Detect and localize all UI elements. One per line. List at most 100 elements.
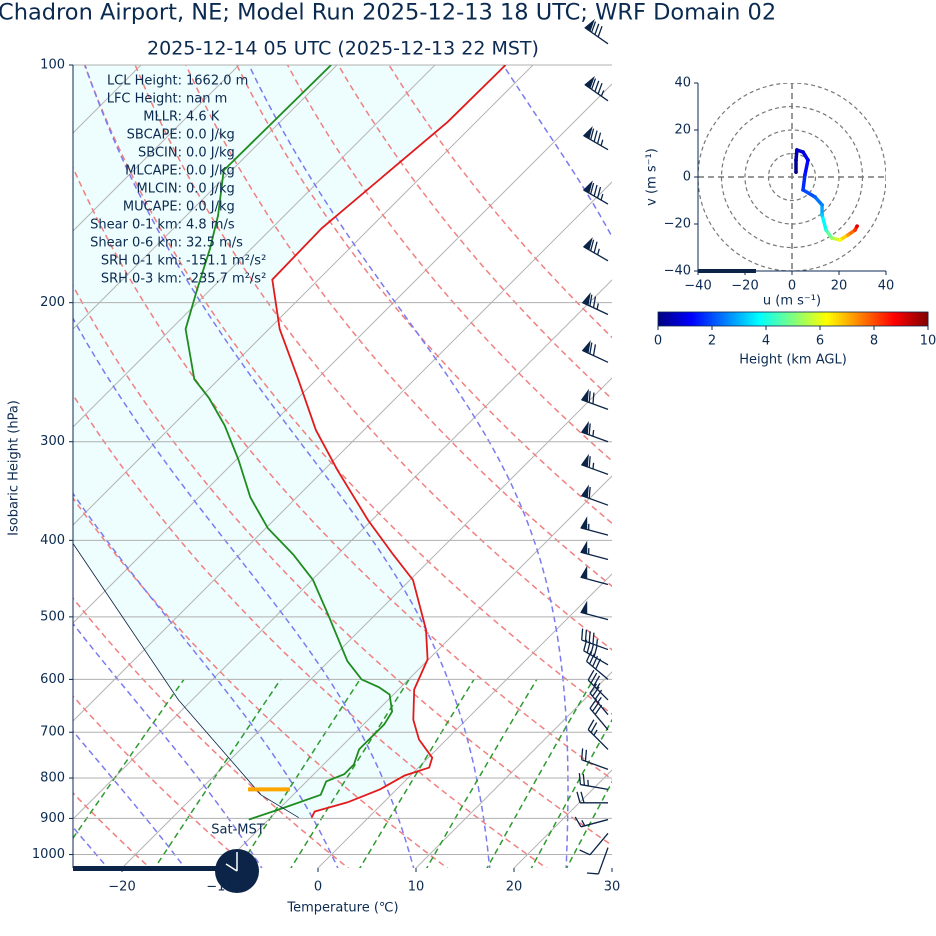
colorbar-step (868, 312, 872, 326)
x-tick-label: 30 (604, 880, 621, 895)
x-tick-label: −10 (206, 880, 233, 895)
colorbar-step (884, 312, 888, 326)
y-tick-label: 600 (40, 672, 65, 687)
isotherm (513, 769, 612, 868)
dry-adiabat (73, 165, 612, 781)
mixing-ratio-line (425, 679, 538, 868)
wind-barb (585, 650, 609, 680)
dry-adiabat (73, 791, 152, 868)
isotherm (317, 573, 612, 868)
hodo-x-tick-label: 0 (788, 279, 796, 294)
colorbar-step (766, 312, 770, 326)
colorbar-step (863, 312, 867, 326)
barb-flag (582, 125, 593, 140)
wind-barb (584, 75, 609, 102)
colorbar-step (706, 312, 710, 326)
wind-barb (576, 791, 608, 804)
colorbar-step (833, 312, 837, 326)
hodo-x-tick-label: 40 (878, 279, 895, 294)
colorbar-step (841, 312, 845, 326)
colorbar-step (747, 312, 751, 326)
colorbar-step (690, 312, 694, 326)
info-value: 4.8 m/s (186, 218, 235, 233)
wind-barb (581, 748, 609, 770)
wind-barb (582, 125, 609, 151)
isotherm (73, 65, 240, 232)
info-value: 32.5 m/s (186, 236, 243, 251)
mixing-ratio-line (486, 679, 594, 868)
colorbar-step (666, 312, 670, 326)
barb-shaft (576, 791, 608, 804)
parcel-line (73, 542, 300, 819)
barb-flag (582, 237, 593, 251)
barb-shaft (583, 182, 609, 205)
hodo-segment (801, 173, 807, 192)
y-tick-label: 500 (40, 609, 65, 624)
colorbar-step (757, 312, 762, 326)
colorbar-step (838, 312, 843, 326)
colorbar-step (725, 312, 729, 326)
dry-adiabat (73, 496, 449, 868)
dry-adiabat (185, 65, 612, 588)
colorbar-step (763, 312, 767, 326)
colorbar-step (822, 312, 826, 326)
colorbar-step (728, 312, 732, 326)
colorbar-step (852, 312, 856, 326)
y-tick-label: 800 (40, 771, 65, 786)
moist-adiabat (73, 622, 263, 868)
wind-barb (587, 847, 609, 875)
barb-shaft (587, 847, 609, 875)
chart-title: Chadron Airport, NE; Model Run 2025-12-1… (0, 0, 776, 26)
colorbar-step (925, 312, 929, 326)
colorbar-step (914, 312, 918, 326)
moist-adiabat (73, 492, 339, 868)
barb-shaft (581, 628, 609, 651)
colorbar-step (801, 312, 805, 326)
wind-barb (581, 628, 609, 651)
info-label: SBCAPE: (127, 128, 182, 143)
hodo-point (806, 158, 810, 162)
colorbar-step (682, 312, 686, 326)
colorbar-step (660, 312, 664, 326)
colorbar-step (714, 312, 718, 326)
chart-subtitle: 2025-12-14 05 UTC (2025-12-13 22 MST) (147, 38, 539, 60)
barb-flag (580, 388, 589, 403)
wind-barb (582, 237, 609, 262)
colorbar-step (717, 312, 721, 326)
colorbar-step (658, 312, 662, 326)
info-value: 0.0 J/kg (186, 146, 235, 161)
colorbar-step (919, 312, 924, 326)
info-value: 0.0 J/kg (186, 164, 235, 179)
colorbar-step (803, 312, 807, 326)
colorbar-step (890, 312, 894, 326)
colorbar-step (782, 312, 786, 326)
colorbar-step (687, 312, 691, 326)
wind-barb (580, 453, 609, 476)
colorbar-label: Height (km AGL) (739, 353, 847, 368)
colorbar-step (685, 312, 689, 326)
colorbar-step (760, 312, 764, 326)
profiles (73, 65, 507, 821)
y-tick-label: 100 (40, 58, 65, 73)
barb-shaft (587, 719, 609, 750)
wind-barb (587, 719, 609, 750)
hodo-point (801, 188, 805, 192)
hodo-point (820, 203, 824, 207)
info-label: LCL Height: (107, 74, 182, 89)
hodo-x-tick-label: 20 (831, 279, 848, 294)
colorbar-step (795, 312, 799, 326)
y-tick-label: 700 (40, 725, 65, 740)
hodo-grid (698, 83, 886, 271)
colorbar-step (774, 312, 778, 326)
info-label: MUCAPE: (123, 200, 182, 215)
colorbar-step (860, 312, 864, 326)
colorbar-step (787, 312, 791, 326)
wind-barb (580, 600, 609, 621)
moist-adiabat (73, 730, 187, 868)
colorbar-step (733, 312, 737, 326)
hodo-y-tick-label: 0 (683, 170, 691, 185)
isotherm (73, 65, 534, 526)
barb-shaft (583, 128, 609, 151)
colorbar-step (874, 312, 878, 326)
